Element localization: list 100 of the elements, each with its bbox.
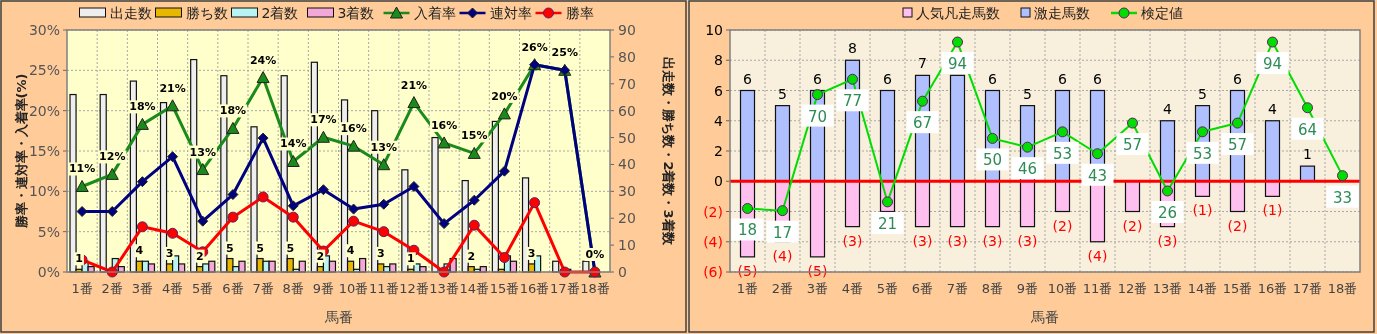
x-tick-label: 11番 xyxy=(1082,281,1113,296)
data-label: 94 xyxy=(1262,55,1283,74)
data-label: 11% xyxy=(68,162,96,176)
data-label: 6 xyxy=(988,70,998,87)
data-label: 6 xyxy=(1058,70,1068,87)
y2-tick-label: 50 xyxy=(618,129,636,146)
data-label: 15% xyxy=(461,129,488,143)
data-label: (3) xyxy=(982,232,1003,249)
data-label: 20% xyxy=(491,89,518,103)
data-label: 8 xyxy=(848,40,857,57)
data-label: (4) xyxy=(1087,247,1108,264)
data-label: (3) xyxy=(1017,232,1038,249)
x-tick-label: 7番 xyxy=(252,281,274,296)
data-label: 2 xyxy=(195,249,204,263)
data-label: 77 xyxy=(842,92,863,111)
y-tick-label: 0% xyxy=(37,264,60,280)
y-tick-label: (2) xyxy=(703,203,723,220)
data-label: 1 xyxy=(1303,146,1312,163)
data-label: 17% xyxy=(310,113,337,127)
x-tick-label: 8番 xyxy=(282,281,304,296)
data-label: 24% xyxy=(249,53,277,67)
x-tick-label: 16番 xyxy=(1257,281,1288,296)
data-label: 5 xyxy=(778,85,787,102)
data-label: 50 xyxy=(982,151,1003,170)
x-tick-label: 9番 xyxy=(312,281,335,296)
data-label: 5 xyxy=(286,241,295,255)
x-tick-label: 8番 xyxy=(981,281,1004,296)
data-label: 67 xyxy=(912,114,933,133)
y2-tick-label: 60 xyxy=(618,102,636,119)
x-tick-label: 4番 xyxy=(841,281,864,296)
data-label: (3) xyxy=(1157,232,1178,249)
data-label: 94 xyxy=(947,55,968,74)
data-label: (3) xyxy=(912,232,933,249)
data-label: 21% xyxy=(400,78,428,92)
y2-tick-label: 70 xyxy=(618,75,636,92)
legend-label: 3着数 xyxy=(337,5,375,21)
x-tick-label: 15番 xyxy=(1222,281,1253,296)
legend-label: 検定値 xyxy=(1141,5,1183,21)
data-label: 21% xyxy=(159,81,186,95)
y2-tick-label: 90 xyxy=(618,22,636,38)
x-tick-label: 2番 xyxy=(101,281,123,296)
data-label: 0% xyxy=(585,248,605,261)
data-label: (1) xyxy=(1192,202,1213,219)
data-label: (3) xyxy=(842,232,863,249)
y2-tick-label: 0 xyxy=(618,264,627,280)
x-tick-label: 4番 xyxy=(161,281,184,296)
legend-label: 2着数 xyxy=(261,5,299,21)
data-label: 16% xyxy=(430,118,458,132)
y-tick-label: (6) xyxy=(703,264,723,280)
data-label: 18 xyxy=(737,221,758,240)
data-label: 6 xyxy=(883,70,893,87)
data-label: 14% xyxy=(280,137,307,151)
data-label: 4 xyxy=(135,244,144,258)
x-tick-label: 6番 xyxy=(911,281,934,296)
x-tick-label: 7番 xyxy=(946,281,969,296)
data-label: 25% xyxy=(551,46,578,60)
y-tick-label: 15% xyxy=(28,143,60,159)
data-label: 5 xyxy=(1198,85,1207,102)
x-tick-label: 13番 xyxy=(429,281,459,296)
x-tick-label: 2番 xyxy=(771,281,794,296)
data-label: 57 xyxy=(1227,136,1248,155)
legend-label: 連対率 xyxy=(489,5,532,21)
data-label: 2 xyxy=(316,249,325,263)
data-label: 64 xyxy=(1297,120,1318,139)
data-label: 53 xyxy=(1052,144,1073,163)
y-tick-label: 8 xyxy=(714,52,723,69)
data-label: (1) xyxy=(1262,202,1283,219)
data-label: 1 xyxy=(407,252,415,266)
y-tick-label: 30% xyxy=(28,22,60,38)
x-tick-label: 14番 xyxy=(1187,281,1218,296)
x-tick-label: 5番 xyxy=(192,281,214,296)
y-tick-label: 2 xyxy=(714,143,723,159)
data-label: (4) xyxy=(772,247,793,264)
data-label: 26 xyxy=(1157,203,1178,222)
legend-label: 出走数 xyxy=(109,5,152,21)
y-tick-label: 4 xyxy=(714,112,724,129)
x-tick-label: 18番 xyxy=(580,281,610,296)
data-label: 18% xyxy=(219,104,247,118)
x-tick-label: 16番 xyxy=(519,281,550,296)
data-label: (2) xyxy=(1227,217,1248,234)
data-label: 16% xyxy=(340,122,367,136)
data-label: 6 xyxy=(1233,70,1243,87)
data-label: 3 xyxy=(165,246,174,260)
x-tick-label: 18番 xyxy=(1327,281,1358,296)
data-label: 57 xyxy=(1122,136,1143,155)
y-tick-label: 6 xyxy=(714,82,724,99)
y-tick-label: 10 xyxy=(705,22,723,38)
data-label: 46 xyxy=(1017,160,1038,179)
data-label: 5 xyxy=(1023,85,1032,102)
y2-tick-label: 40 xyxy=(618,156,636,173)
y2-tick-label: 80 xyxy=(618,48,636,65)
data-label: 33 xyxy=(1332,188,1353,207)
data-label: 3 xyxy=(527,246,536,260)
y2-tick-label: 10 xyxy=(618,237,636,254)
y-tick-label: (4) xyxy=(703,233,723,250)
data-label: 53 xyxy=(1192,144,1213,163)
y-axis-title: 勝率・連対率・入着率(%) xyxy=(14,73,29,230)
x-tick-label: 12番 xyxy=(399,281,429,296)
data-label: 17 xyxy=(772,223,793,242)
data-label: 4 xyxy=(1268,100,1278,117)
